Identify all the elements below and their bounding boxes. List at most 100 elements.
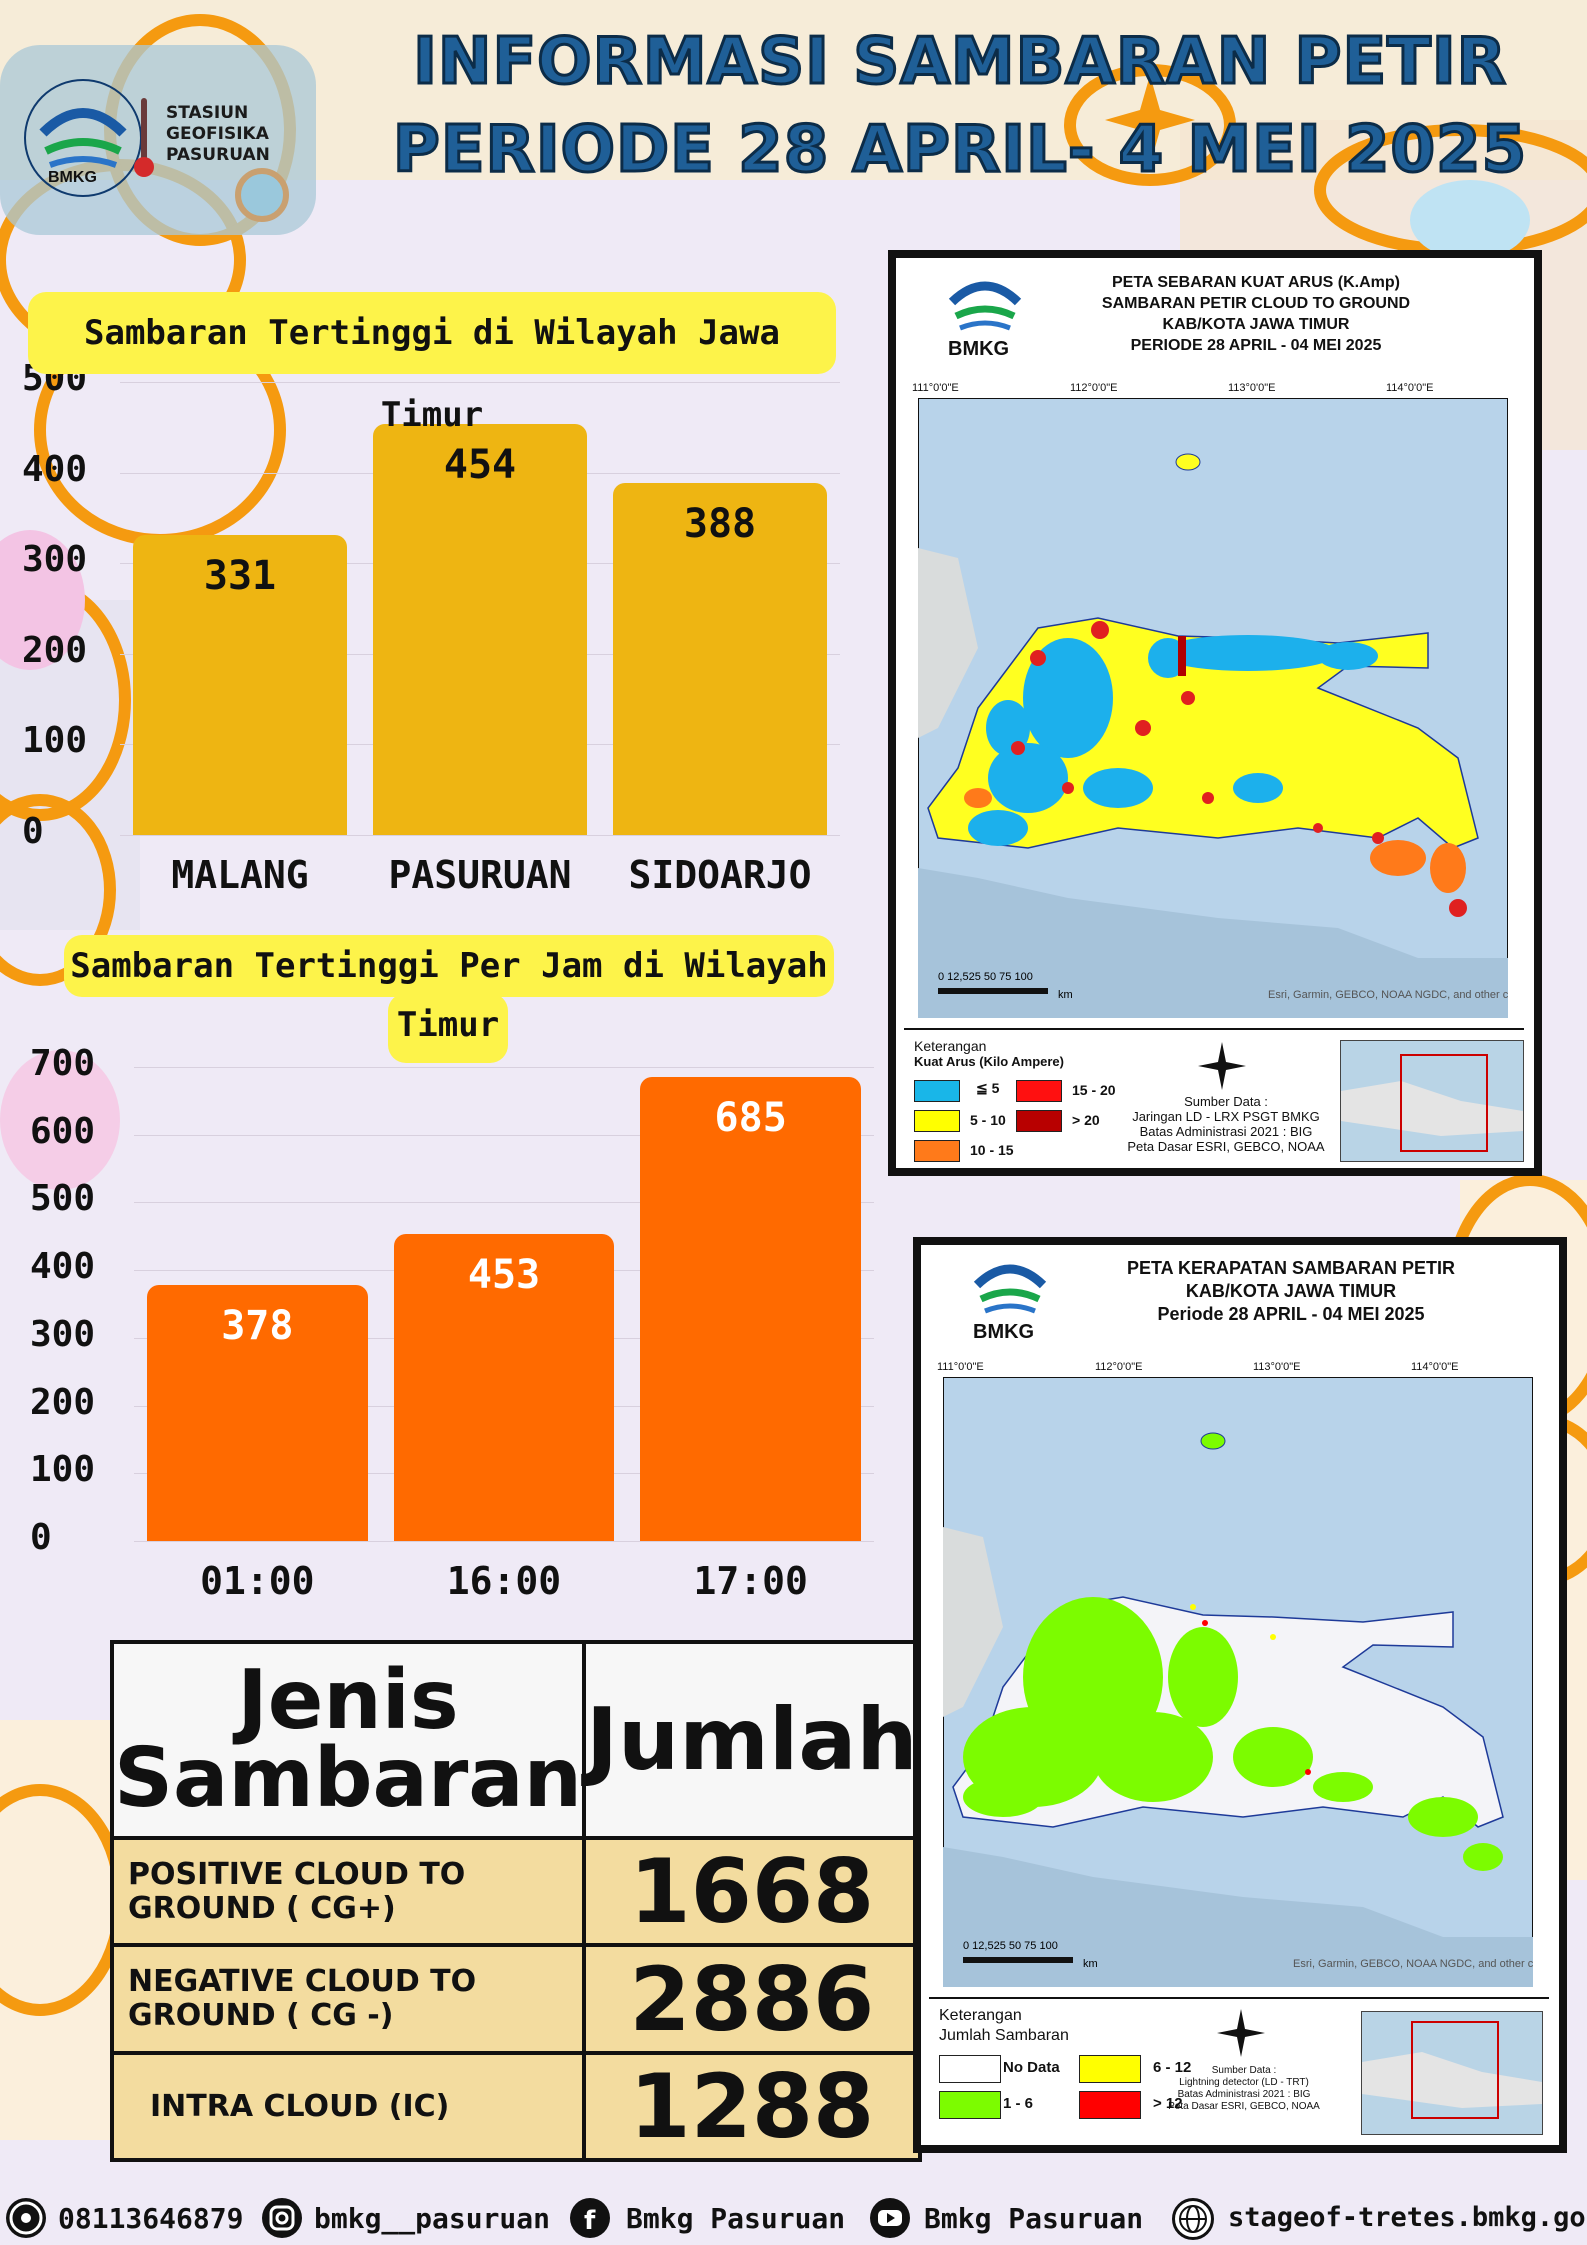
y-tick-label: 500 <box>30 1178 96 1220</box>
y-tick-label: 600 <box>30 1110 96 1152</box>
lon-label: 114°0'0"E <box>1386 382 1434 394</box>
legend-swatch <box>914 1140 960 1162</box>
x-category-label: 16:00 <box>446 1559 562 1603</box>
map1-source: Sumber Data : Jaringan LD - LRX PSGT BMK… <box>1127 1094 1325 1154</box>
bar-value-label: 388 <box>683 501 757 548</box>
gridline <box>134 1202 874 1204</box>
legend-swatch <box>939 2091 1001 2119</box>
svg-text:f: f <box>584 2206 596 2236</box>
globe-icon <box>1172 2198 1214 2240</box>
y-tick-label: 100 <box>22 720 88 762</box>
map2-inset <box>1361 2011 1543 2135</box>
table-row: INTRA CLOUD (IC) 1288 <box>109 2051 922 2162</box>
map2-scale-unit: km <box>1083 1958 1098 1970</box>
chart1-area: 0 100 200 300 400 500 331 MALANG 454 PASURUAN 388 S… <box>0 358 860 910</box>
bar-value-label: 685 <box>714 1095 787 1142</box>
y-tick-label: 0 <box>30 1517 52 1558</box>
bar-value-label: 378 <box>221 1303 294 1350</box>
bar-pasuruan <box>373 423 587 835</box>
bmkg-logo-icon <box>973 1264 1047 1314</box>
footer-instagram[interactable]: bmkg__pasuruan <box>314 2202 551 2235</box>
row-label: INTRA CLOUD (IC) <box>109 2051 587 2162</box>
map1-bmkg-label: BMKG <box>948 338 1010 360</box>
lon-label: 112°0'0"E <box>1070 382 1118 394</box>
bar-1600 <box>393 1234 615 1541</box>
y-tick-label: 0 <box>22 811 44 852</box>
x-category-label: 01:00 <box>200 1559 315 1603</box>
table-row: NEGATIVE CLOUD TO GROUND ( CG -) 2886 <box>109 1943 922 2055</box>
station-name-line1: STASIUN <box>166 103 249 123</box>
bar-sidoarjo <box>613 483 827 835</box>
gridline <box>134 1067 874 1068</box>
chart2-area: 0 100 200 300 400 500 600 700 378 01:00 453 16:00 68… <box>0 1043 880 1635</box>
footer-facebook[interactable]: Bmkg Pasuruan <box>626 2202 846 2235</box>
chart2-title: Sambaran Tertinggi Per Jam di Wilayah Ja… <box>64 935 834 1048</box>
compass-icon <box>1198 1042 1246 1090</box>
legend-swatch <box>939 2055 1001 2083</box>
legend-swatch <box>1016 1080 1062 1102</box>
footer-phone[interactable]: 08113646879 <box>58 2202 244 2235</box>
map1-legend-subtitle: Kuat Arus (Kilo Ampere) <box>914 1054 1064 1069</box>
map2-title: PETA KERAPATAN SAMBARAN PETIR KAB/KOTA J… <box>1127 1258 1455 1324</box>
x-category-label: PASURUAN <box>388 853 572 897</box>
y-tick-label: 700 <box>30 1043 96 1084</box>
lon-label: 113°0'0"E <box>1228 382 1276 394</box>
facebook-icon: f <box>570 2198 610 2238</box>
map1-inset <box>1340 1040 1524 1162</box>
chart1-title: Sambaran Tertinggi di Wilayah Jawa Timur <box>28 292 836 435</box>
gridline <box>134 1541 874 1542</box>
bmkg-logo-icon <box>948 281 1022 331</box>
y-tick-label: 400 <box>30 1246 96 1288</box>
y-tick-label: 200 <box>30 1381 96 1423</box>
map2-bmkg-label: BMKG <box>973 1321 1035 1343</box>
lon-label: 111°0'0"E <box>912 382 959 394</box>
map1-image: 0 12,525 50 75 100 km Esri, Garmin, GEBC… <box>918 398 1508 1018</box>
instagram-icon <box>262 2198 302 2238</box>
gridline <box>120 835 840 836</box>
bar-malang <box>133 535 347 835</box>
legend-swatch <box>1079 2055 1141 2083</box>
row-value: 1288 <box>582 2051 922 2162</box>
legend-swatch <box>914 1080 960 1102</box>
x-category-label: MALANG <box>171 853 309 897</box>
table-header-count: Jumlah <box>582 1640 922 1840</box>
y-tick-label: 400 <box>22 448 88 490</box>
lon-label: 113°0'0"E <box>1253 1361 1301 1373</box>
bar-0100 <box>147 1285 368 1541</box>
x-category-label: SIDOARJO <box>628 853 812 897</box>
y-tick-label: 100 <box>30 1449 96 1491</box>
row-value: 1668 <box>582 1836 922 1947</box>
table-header-type: Jenis Sambaran <box>109 1640 587 1840</box>
map1-divider <box>904 1028 1524 1030</box>
thermometer-icon <box>134 98 154 177</box>
legend-label: 5 - 10 <box>970 1112 1006 1128</box>
current-strength-map: BMKG PETA SEBARAN KUAT ARUS (K.Amp) SAMB… <box>888 250 1542 1176</box>
footer-youtube[interactable]: Bmkg Pasuruan <box>924 2202 1144 2235</box>
station-name-line2: GEOFISIKA <box>166 124 269 144</box>
station-name-line3: PASURUAN <box>166 145 270 165</box>
map1-legend-title: Keterangan <box>914 1038 987 1054</box>
chart2-title-line2: Timur <box>388 993 508 1063</box>
y-tick-label: 300 <box>22 539 88 581</box>
gridline <box>120 382 840 383</box>
gridline <box>134 1134 874 1136</box>
map2-legend-title: Keterangan <box>939 2007 1022 2024</box>
map2-legend-subtitle: Jumlah Sambaran <box>939 2027 1069 2044</box>
map2-credit: Esri, Garmin, GEBCO, NOAA NGDC, and othe… <box>1293 1958 1533 1970</box>
legend-swatch <box>1079 2091 1141 2119</box>
lightning-type-table: Jenis Sambaran Jumlah POSITIVE CLOUD TO … <box>109 1640 922 2162</box>
youtube-icon <box>870 2198 910 2238</box>
lon-label: 114°0'0"E <box>1411 1361 1459 1373</box>
map2-divider <box>929 1997 1549 1999</box>
table-row: POSITIVE CLOUD TO GROUND ( CG+) 1668 <box>109 1836 922 1947</box>
legend-label: 1 - 6 <box>1003 2095 1034 2112</box>
row-value: 2886 <box>582 1943 922 2055</box>
legend-swatch <box>914 1110 960 1132</box>
footer-website[interactable]: stageof-tretes.bmkg.go.id <box>1228 2202 1587 2233</box>
legend-label: ≦ 5 <box>976 1080 1000 1096</box>
bar-1700 <box>640 1077 861 1541</box>
lightning-density-map: BMKG PETA KERAPATAN SAMBARAN PETIR KAB/K… <box>913 1237 1567 2153</box>
y-tick-label: 300 <box>30 1313 96 1355</box>
station-logo-panel: BMKG <box>0 45 316 235</box>
map1-scale-label: 0 12,525 50 75 100 <box>938 971 1033 983</box>
